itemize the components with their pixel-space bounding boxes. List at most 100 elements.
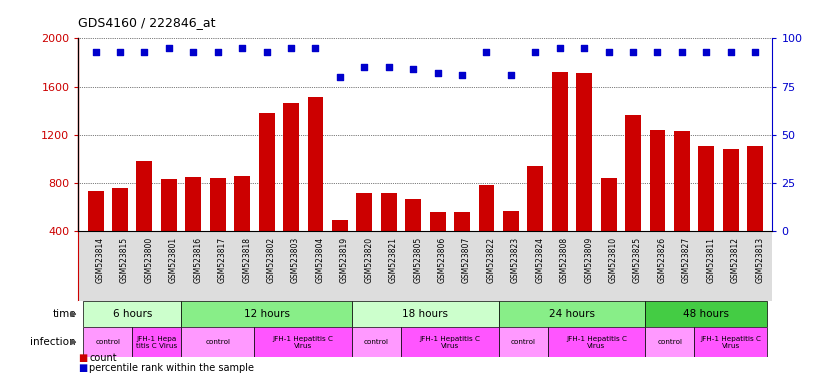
Text: GSM523811: GSM523811 <box>706 237 715 283</box>
Bar <box>478 185 495 279</box>
Point <box>138 49 151 55</box>
Bar <box>88 191 103 279</box>
Bar <box>210 178 225 279</box>
Text: JFH-1 Hepatitis C
Virus: JFH-1 Hepatitis C Virus <box>273 336 334 349</box>
Bar <box>235 175 250 279</box>
Bar <box>161 179 177 279</box>
Point <box>529 49 542 55</box>
Bar <box>401 327 499 357</box>
Text: GSM523818: GSM523818 <box>242 237 251 283</box>
Bar <box>136 161 152 279</box>
Bar <box>112 188 128 279</box>
Bar <box>577 73 592 279</box>
Text: control: control <box>364 339 389 345</box>
Text: GSM523822: GSM523822 <box>487 237 496 283</box>
Bar <box>694 327 767 357</box>
Point <box>505 72 518 78</box>
Text: GSM523825: GSM523825 <box>633 237 642 283</box>
Bar <box>601 178 616 279</box>
Bar <box>499 327 548 357</box>
Point <box>187 49 200 55</box>
Text: GSM523804: GSM523804 <box>316 237 325 283</box>
Text: GSM523801: GSM523801 <box>169 237 178 283</box>
Text: GSM523802: GSM523802 <box>267 237 276 283</box>
Bar <box>307 98 324 279</box>
Text: GSM523821: GSM523821 <box>389 237 398 283</box>
Bar <box>552 72 567 279</box>
Bar <box>503 210 519 279</box>
Bar <box>259 113 274 279</box>
Point <box>455 72 468 78</box>
Point <box>577 45 591 51</box>
Text: 48 hours: 48 hours <box>683 309 729 319</box>
Bar <box>454 212 470 279</box>
Text: control: control <box>510 339 535 345</box>
Point <box>89 49 102 55</box>
Point <box>700 49 713 55</box>
Text: 24 hours: 24 hours <box>549 309 595 319</box>
Point <box>676 49 689 55</box>
Bar <box>674 131 690 279</box>
Point <box>553 45 567 51</box>
Bar <box>181 301 352 327</box>
Point <box>211 49 225 55</box>
Bar <box>406 199 421 279</box>
Text: GSM523824: GSM523824 <box>535 237 544 283</box>
Text: JFH-1 Hepatitis C
Virus: JFH-1 Hepatitis C Virus <box>420 336 481 349</box>
Bar <box>356 192 373 279</box>
Bar <box>548 327 645 357</box>
Bar <box>181 327 254 357</box>
Point <box>309 45 322 51</box>
Point <box>602 49 615 55</box>
Text: GSM523810: GSM523810 <box>609 237 618 283</box>
Point <box>406 66 420 72</box>
Bar <box>645 301 767 327</box>
Point <box>382 64 396 70</box>
Text: 18 hours: 18 hours <box>402 309 449 319</box>
Text: GSM523814: GSM523814 <box>96 237 105 283</box>
Text: GSM523805: GSM523805 <box>413 237 422 283</box>
Bar <box>723 149 738 279</box>
Bar <box>332 220 348 279</box>
Text: 6 hours: 6 hours <box>112 309 152 319</box>
Point <box>333 74 346 80</box>
Bar <box>430 212 445 279</box>
Bar <box>645 327 694 357</box>
Bar <box>352 327 401 357</box>
Text: GSM523807: GSM523807 <box>462 237 471 283</box>
Text: GDS4160 / 222846_at: GDS4160 / 222846_at <box>78 16 216 29</box>
Text: GSM523819: GSM523819 <box>339 237 349 283</box>
Text: GSM523813: GSM523813 <box>755 237 764 283</box>
Text: 12 hours: 12 hours <box>244 309 290 319</box>
Bar <box>283 103 299 279</box>
Point <box>480 49 493 55</box>
Bar <box>185 177 202 279</box>
Text: GSM523820: GSM523820 <box>364 237 373 283</box>
Bar <box>527 166 544 279</box>
Text: GSM523826: GSM523826 <box>657 237 667 283</box>
Point <box>235 45 249 51</box>
Text: GSM523823: GSM523823 <box>511 237 520 283</box>
Text: GSM523815: GSM523815 <box>120 237 129 283</box>
Point <box>724 49 738 55</box>
Bar <box>132 327 181 357</box>
Bar <box>381 192 396 279</box>
Text: GSM523812: GSM523812 <box>731 237 740 283</box>
Text: JFH-1 Hepa
titis C Virus: JFH-1 Hepa titis C Virus <box>136 336 178 349</box>
Bar <box>499 301 645 327</box>
Bar <box>699 146 714 279</box>
Text: GSM523817: GSM523817 <box>218 237 226 283</box>
Point <box>748 49 762 55</box>
Bar <box>649 130 666 279</box>
Bar <box>625 116 641 279</box>
Point <box>431 70 444 76</box>
Point <box>626 49 639 55</box>
Point <box>162 45 175 51</box>
Text: GSM523803: GSM523803 <box>291 237 300 283</box>
Text: control: control <box>205 339 230 345</box>
Bar <box>83 327 132 357</box>
Text: infection: infection <box>31 337 76 347</box>
Bar <box>748 146 763 279</box>
Text: time: time <box>52 309 76 319</box>
Text: GSM523816: GSM523816 <box>193 237 202 283</box>
